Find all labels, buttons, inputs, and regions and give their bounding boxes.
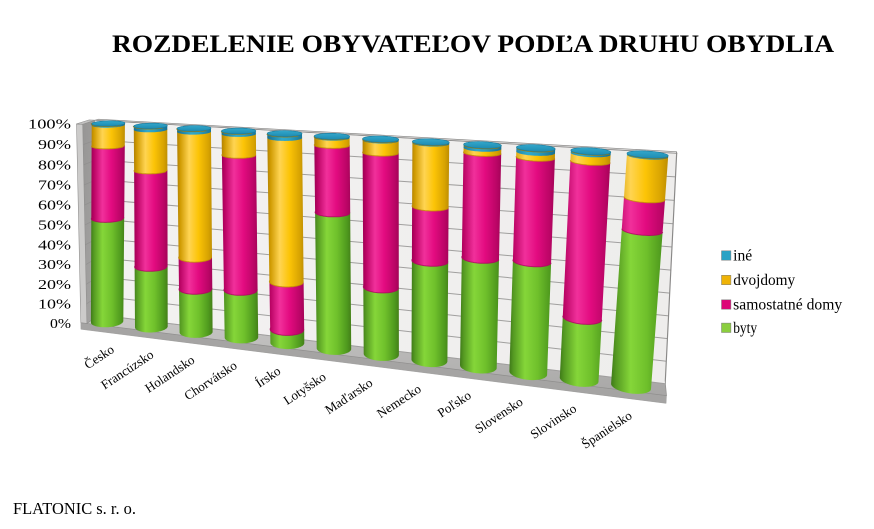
- svg-text:50%: 50%: [38, 217, 71, 232]
- svg-text:ROZDELENIE OBYVATEĽOV PODĽA DR: ROZDELENIE OBYVATEĽOV PODĽA DRUHU OBYDLI…: [112, 30, 835, 58]
- svg-text:20%: 20%: [38, 277, 71, 292]
- svg-text:10%: 10%: [38, 296, 71, 311]
- svg-text:dvojdomy: dvojdomy: [733, 272, 795, 289]
- svg-text:70%: 70%: [38, 177, 71, 192]
- svg-text:iné: iné: [733, 248, 752, 265]
- svg-text:30%: 30%: [38, 257, 71, 272]
- svg-text:samostatné domy: samostatné domy: [733, 297, 842, 314]
- svg-text:0%: 0%: [50, 316, 71, 331]
- svg-text:byty: byty: [733, 320, 757, 337]
- svg-text:80%: 80%: [38, 157, 71, 172]
- svg-text:90%: 90%: [38, 137, 71, 152]
- svg-text:100%: 100%: [28, 117, 71, 132]
- svg-text:FLATONIC s. r. o.: FLATONIC s. r. o.: [13, 499, 136, 518]
- svg-text:60%: 60%: [38, 198, 71, 213]
- svg-text:40%: 40%: [38, 237, 71, 252]
